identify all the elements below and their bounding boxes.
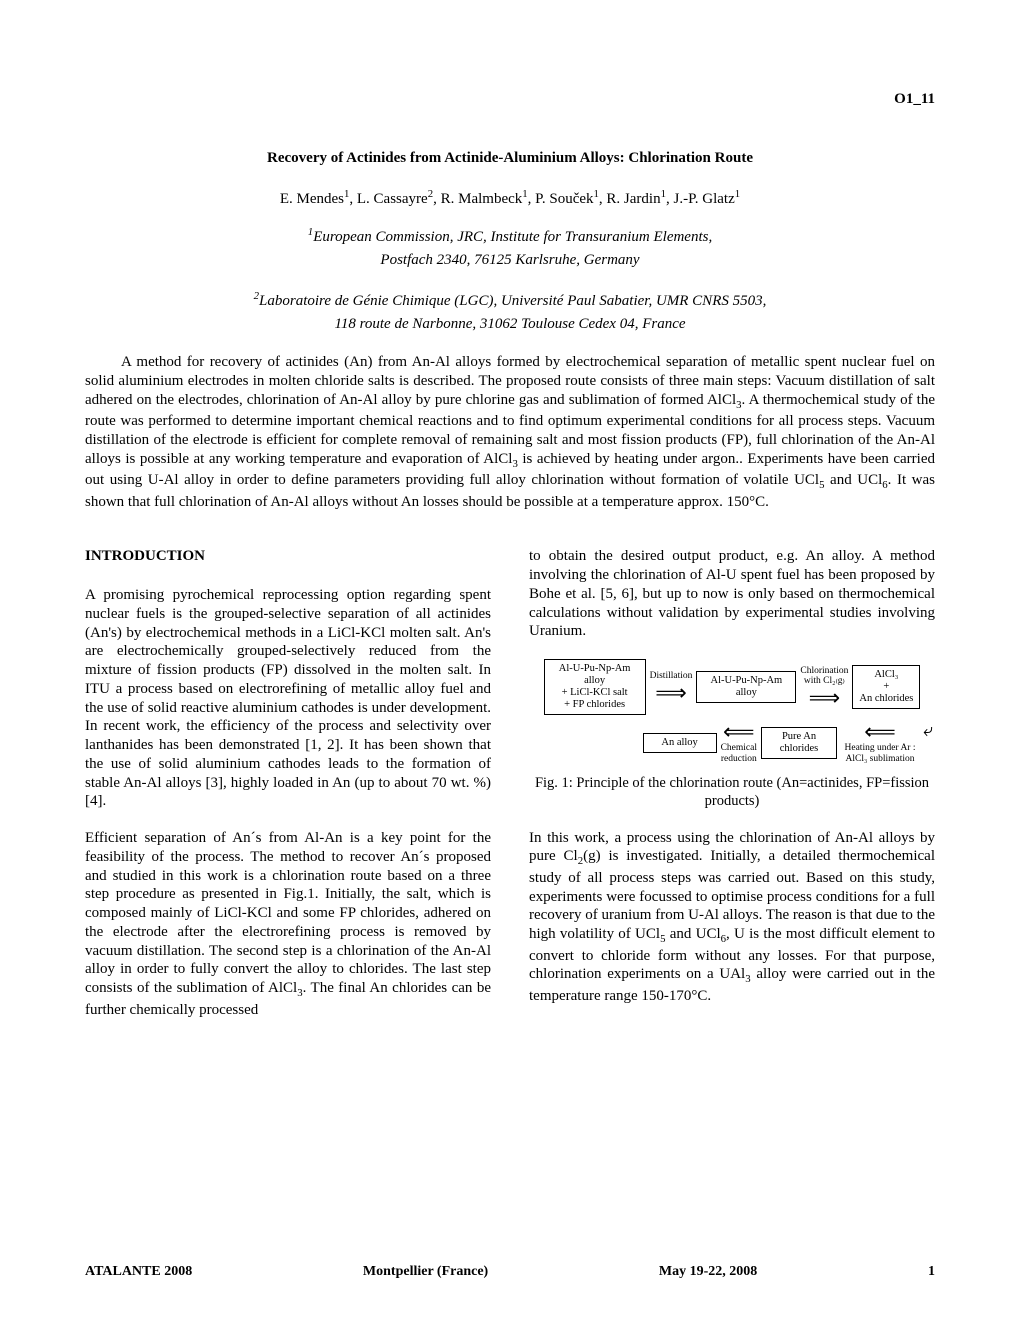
- affil-text: European Commission, JRC, Institute for …: [313, 229, 712, 245]
- arrow-down-icon: ⤶: [923, 721, 931, 739]
- flow-box-alloy: Al-U-Pu-Np-Am alloy: [696, 671, 796, 703]
- abstract-paragraph: A method for recovery of actinides (An) …: [85, 353, 935, 511]
- arrow-right-icon: ⟹: [653, 682, 689, 704]
- affiliation-2: 2Laboratoire de Génie Chimique (LGC), Un…: [85, 290, 935, 334]
- footer-left: ATALANTE 2008: [85, 1263, 192, 1281]
- flow-box-pure-an: Pure An chlorides: [761, 727, 837, 759]
- arrow-label: reduction: [721, 754, 757, 764]
- page-identifier: O1_11: [85, 90, 935, 109]
- flow-box-input: Al-U-Pu-Np-Am alloy+ LiCl-KCl salt+ FP c…: [544, 659, 646, 715]
- column-left: INTRODUCTION A promising pyrochemical re…: [85, 547, 491, 1037]
- column-right: to obtain the desired output product, e.…: [529, 547, 935, 1037]
- figure-flowchart: Al-U-Pu-Np-Am alloy+ LiCl-KCl salt+ FP c…: [529, 659, 935, 764]
- paragraph: to obtain the desired output product, e.…: [529, 547, 935, 641]
- affil-text: Laboratoire de Génie Chimique (LGC), Uni…: [259, 293, 766, 309]
- arrow-label: Chemical: [721, 743, 757, 753]
- paragraph: Efficient separation of An´s from Al-An …: [85, 829, 491, 1019]
- affil-text-2: Postfach 2340, 76125 Karlsruhe, Germany: [85, 251, 935, 270]
- arrow-label: Heating under Ar :: [845, 743, 916, 753]
- footer-center: Montpellier (France): [363, 1263, 488, 1281]
- arrow-left-icon: ⟸: [721, 721, 757, 743]
- section-heading: INTRODUCTION: [85, 547, 491, 566]
- two-column-body: INTRODUCTION A promising pyrochemical re…: [85, 547, 935, 1037]
- arrow-label: AlCl₃ sublimation: [845, 754, 914, 764]
- arrow-left-icon: ⟸: [862, 721, 898, 743]
- figure-caption: Fig. 1: Principle of the chlorination ro…: [529, 774, 935, 810]
- affil-text-2: 118 route de Narbonne, 31062 Toulouse Ce…: [85, 315, 935, 334]
- footer-date: May 19-22, 2008: [659, 1263, 757, 1281]
- paragraph: In this work, a process using the chlori…: [529, 829, 935, 1006]
- paper-title: Recovery of Actinides from Actinide-Alum…: [85, 149, 935, 168]
- paragraph: A promising pyrochemical reprocessing op…: [85, 586, 491, 811]
- page-footer: ATALANTE 2008 Montpellier (France) May 1…: [85, 1263, 935, 1281]
- footer-page-number: 1: [928, 1263, 935, 1281]
- authors-line: E. Mendes1, L. Cassayre2, R. Malmbeck1, …: [85, 188, 935, 209]
- arrow-right-icon: ⟹: [807, 687, 843, 709]
- flow-box-an-alloy: An alloy: [643, 733, 717, 753]
- flow-box-chlorides: AlCl₃+An chlorides: [852, 665, 920, 709]
- arrow-label: Chlorination: [800, 666, 848, 676]
- affiliation-1: 1European Commission, JRC, Institute for…: [85, 226, 935, 270]
